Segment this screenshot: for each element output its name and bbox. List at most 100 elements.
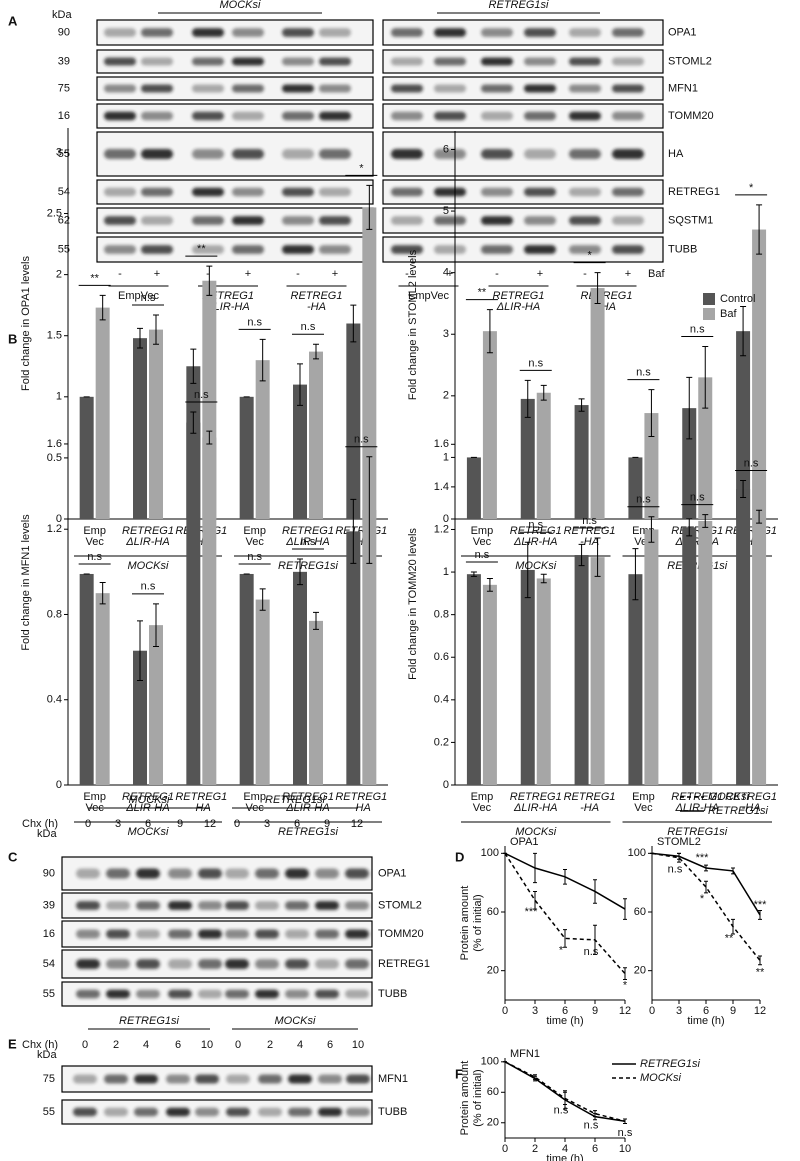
time-label: 4 (297, 1039, 303, 1051)
kda-label: 54 (58, 186, 70, 198)
blot-band (73, 1074, 97, 1084)
blot-band (76, 868, 100, 879)
blot-band (192, 216, 224, 225)
x-axis-label: time (h) (546, 1015, 583, 1027)
blot-band (612, 84, 644, 93)
error-bar (137, 620, 143, 682)
bar (346, 323, 361, 519)
x-tick-label: 10 (619, 1143, 631, 1155)
bar (239, 396, 254, 519)
blot-band (391, 28, 423, 37)
error-bar (313, 343, 319, 360)
time-label: 2 (267, 1039, 273, 1051)
blot-band (225, 989, 249, 999)
error-bar (366, 184, 373, 230)
legend-label: MOCKsi (640, 1072, 682, 1084)
protein-label: MFN1 (668, 82, 698, 94)
error-bar (313, 611, 319, 630)
significance-label: n.s (584, 1120, 599, 1132)
blot-band (136, 868, 160, 879)
error-bar (593, 924, 597, 956)
blot-band (612, 28, 644, 37)
blot-band (192, 187, 224, 197)
x-tick-label: 0 (502, 1005, 508, 1017)
blot-band (225, 901, 249, 910)
kda-label: 90 (58, 26, 70, 38)
blot-band (192, 28, 224, 37)
y-tick-label: 0.8 (47, 608, 62, 620)
significance-label: n.s (475, 549, 490, 561)
time-label: 9 (324, 818, 330, 830)
group-label: MOCKsi (220, 0, 262, 11)
panel-label: F (455, 1066, 463, 1081)
y-tick-label: 0.6 (434, 651, 449, 663)
significance-label: n.s (582, 515, 597, 527)
kda-label: 55 (43, 988, 55, 1000)
blot-band (104, 1107, 128, 1117)
bar (482, 331, 497, 519)
x-tick-label: ΔLIR-HA (125, 536, 169, 548)
blot-band (315, 929, 339, 939)
error-bar (153, 314, 159, 345)
blot-band (141, 84, 173, 93)
y-tick-label: 1 (443, 451, 449, 463)
bar (346, 531, 361, 785)
error-bar (563, 1091, 567, 1105)
condition-label: ΔLIR-HA (205, 301, 249, 313)
bar (186, 422, 201, 785)
blot-band (481, 245, 513, 254)
blot-band (481, 216, 513, 225)
time-label: 2 (113, 1039, 119, 1051)
x-tick-label: Emp (243, 791, 266, 803)
x-tick-label: ΔLIR-HA (285, 802, 329, 814)
significance-label: n.s (554, 1104, 569, 1116)
y-tick-label: 1.2 (434, 523, 449, 535)
x-tick-label: RETREG1 (122, 791, 174, 803)
error-bar (593, 879, 597, 904)
blot-band (524, 84, 556, 93)
blot-band (192, 149, 224, 159)
protein-label: TUBB (378, 1106, 407, 1118)
error-bar (594, 272, 601, 304)
significance-label: ** (478, 287, 487, 299)
x-tick-label: RETREG1 (122, 525, 174, 537)
significance-label: ** (725, 933, 734, 945)
error-bar (137, 327, 143, 349)
blot-band (319, 216, 351, 225)
significance-label: * (749, 182, 754, 194)
blot-band (285, 901, 309, 910)
bar (133, 338, 147, 519)
time-label: 0 (235, 1039, 241, 1051)
blot-band (225, 959, 249, 969)
error-bar (702, 514, 709, 528)
blot-band (136, 929, 160, 939)
x-tick-label: 6 (562, 1005, 568, 1017)
kda-unit: kDa (52, 9, 72, 21)
blot-band (612, 111, 644, 121)
error-bar (297, 363, 303, 406)
time-label: 12 (351, 818, 363, 830)
error-bar (578, 543, 585, 567)
group-label: MOCKsi (128, 826, 170, 838)
y-tick-label: 0 (56, 779, 62, 791)
significance-label: n.s (528, 519, 543, 531)
y-tick-label: 100 (481, 1056, 499, 1068)
y-tick-label: 1.6 (434, 438, 449, 450)
blot-band (232, 28, 264, 37)
kda-label: 75 (43, 1073, 55, 1085)
bar (95, 307, 110, 519)
protein-label: TOMM20 (378, 928, 424, 940)
blot-band (282, 187, 314, 197)
y-tick-label: 5 (443, 205, 449, 217)
blot-band (318, 1074, 342, 1084)
x-tick-label: Vec (634, 802, 653, 814)
bar (536, 392, 551, 519)
time-label: 0 (82, 1039, 88, 1051)
error-bar (99, 294, 106, 321)
blot-band (319, 187, 351, 197)
y-tick-label: 100 (628, 847, 646, 859)
y-tick-label: 0.4 (434, 694, 449, 706)
chart-title: STOML2 (657, 836, 701, 848)
blot-band (76, 901, 100, 910)
error-bar (756, 509, 763, 524)
